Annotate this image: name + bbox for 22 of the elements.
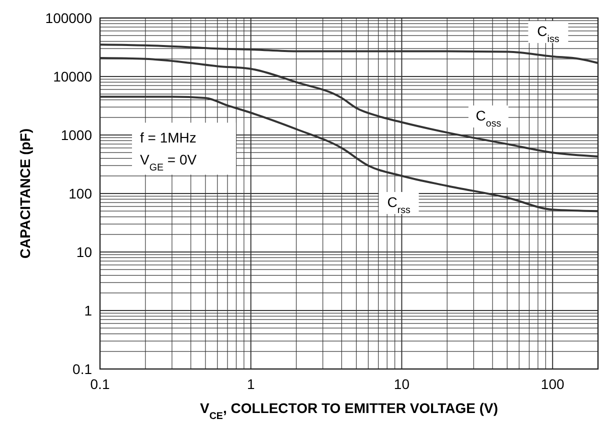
label-tag: C$_{oss}$ [468,105,508,129]
y-axis-title: CAPACITANCE (pF) [17,128,33,259]
y-tick-label: 100 [68,185,92,202]
x-tick-label: 10 [394,376,410,392]
note-box: f = 1MHz V$_{GE}$ = 0V [132,122,236,175]
x-tick-label: 0.1 [90,376,110,392]
y-tick-label: 1 [84,302,92,318]
annotation: f = 1MHz [140,130,196,146]
x-tick-label: 100 [540,376,564,392]
annotation: V$_{GE}$ = 0V [140,152,198,174]
label-tag: C$_{rss}$ [378,192,419,216]
series-label: C$_{iss}$ [537,23,560,45]
x-tick-label: 1 [246,376,255,392]
y-tick-label: 0.1 [72,360,92,377]
y-tick-label: 10000 [53,68,92,84]
series-label: C$_{rss}$ [387,194,410,216]
series-label: C$_{oss}$ [476,107,502,129]
x-axis-title: V$_{CE}$, COLLECTOR TO EMITTER VOLTAGE (V) [200,400,498,422]
y-tick-label: 100000 [45,10,92,26]
y-tick-label: 10 [76,244,92,260]
y-tick-label: 1000 [60,126,92,143]
label-tag: C$_{iss}$ [528,21,568,44]
